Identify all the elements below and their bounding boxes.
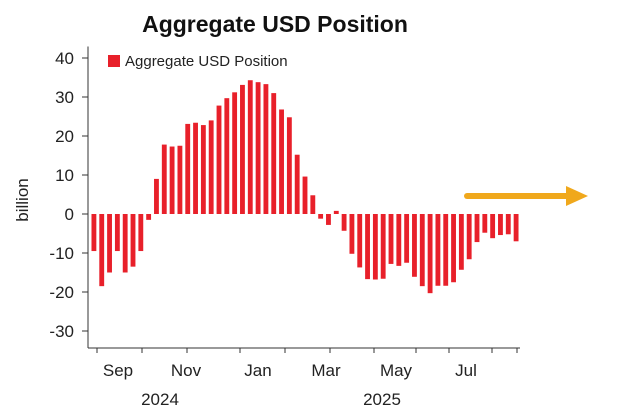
bar — [193, 122, 198, 214]
bar — [240, 84, 245, 214]
bar — [498, 214, 503, 236]
x-tick-label: Sep — [103, 361, 133, 380]
bar — [177, 145, 183, 214]
bar — [122, 214, 128, 273]
bar — [130, 214, 136, 267]
bar — [365, 214, 370, 280]
bar — [419, 214, 425, 287]
bar — [224, 98, 230, 214]
y-tick-label: 40 — [55, 49, 74, 68]
y-axis: 40 30 20 10 0 -10 -20 -30 — [49, 46, 89, 348]
bar — [107, 214, 112, 273]
bar — [232, 92, 238, 214]
legend-swatch — [108, 55, 120, 67]
y-tick-label: -10 — [49, 244, 74, 263]
bar — [482, 214, 488, 233]
bar — [396, 214, 402, 266]
bar — [255, 82, 261, 215]
chart-title: Aggregate USD Position — [142, 11, 408, 37]
bar — [200, 125, 206, 214]
bar — [271, 93, 277, 214]
y-axis-title: billion — [13, 178, 32, 221]
y-tick-label: 20 — [55, 127, 74, 146]
y-tick-label: -20 — [49, 283, 74, 302]
x-tick-label: Mar — [311, 361, 341, 380]
bar — [208, 120, 214, 214]
bar — [333, 210, 339, 214]
x-tick-label: Jan — [244, 361, 271, 380]
y-tick-label: -30 — [49, 322, 74, 341]
legend: Aggregate USD Position — [108, 53, 288, 70]
bar — [286, 117, 292, 214]
bar — [451, 214, 456, 283]
bar — [326, 214, 331, 225]
x-year-label: 2025 — [363, 390, 401, 409]
y-tick-label: 10 — [55, 166, 74, 185]
x-year-label: 2024 — [141, 390, 179, 409]
bar — [380, 214, 386, 279]
x-tick-label: Jul — [455, 361, 477, 380]
bar — [161, 144, 167, 214]
bar — [99, 214, 105, 287]
bar — [91, 214, 97, 252]
bar — [216, 105, 222, 214]
y-tick-label: 0 — [65, 205, 74, 224]
bar — [302, 176, 308, 214]
bar — [114, 214, 120, 252]
bar — [263, 84, 269, 214]
bar — [169, 146, 175, 214]
bar — [388, 214, 394, 264]
bar — [372, 214, 378, 280]
bar — [474, 214, 480, 243]
bar — [435, 214, 441, 286]
legend-label: Aggregate USD Position — [125, 53, 288, 70]
bar — [146, 214, 152, 220]
bar — [404, 214, 410, 263]
bar — [341, 214, 347, 231]
bar — [412, 214, 417, 277]
bar — [154, 178, 159, 214]
bar — [490, 214, 496, 239]
bar — [318, 214, 324, 219]
x-tick-label: Nov — [171, 361, 202, 380]
bar — [513, 214, 519, 242]
bars — [91, 80, 519, 294]
arrow-icon — [464, 186, 588, 206]
bar — [458, 214, 464, 270]
bar — [349, 214, 355, 254]
bar — [247, 80, 253, 214]
bar — [505, 214, 511, 235]
x-tick-label: May — [380, 361, 413, 380]
bar — [279, 109, 284, 214]
bar — [466, 214, 472, 260]
bar — [443, 214, 449, 286]
y-tick-label: 30 — [55, 88, 74, 107]
bar — [294, 154, 300, 214]
bar — [185, 123, 191, 214]
bar — [138, 214, 144, 252]
bar — [310, 195, 316, 214]
bar — [427, 214, 433, 294]
bar — [357, 214, 363, 268]
x-axis: Sep Nov Jan Mar May Jul 2024 2025 — [88, 347, 520, 409]
